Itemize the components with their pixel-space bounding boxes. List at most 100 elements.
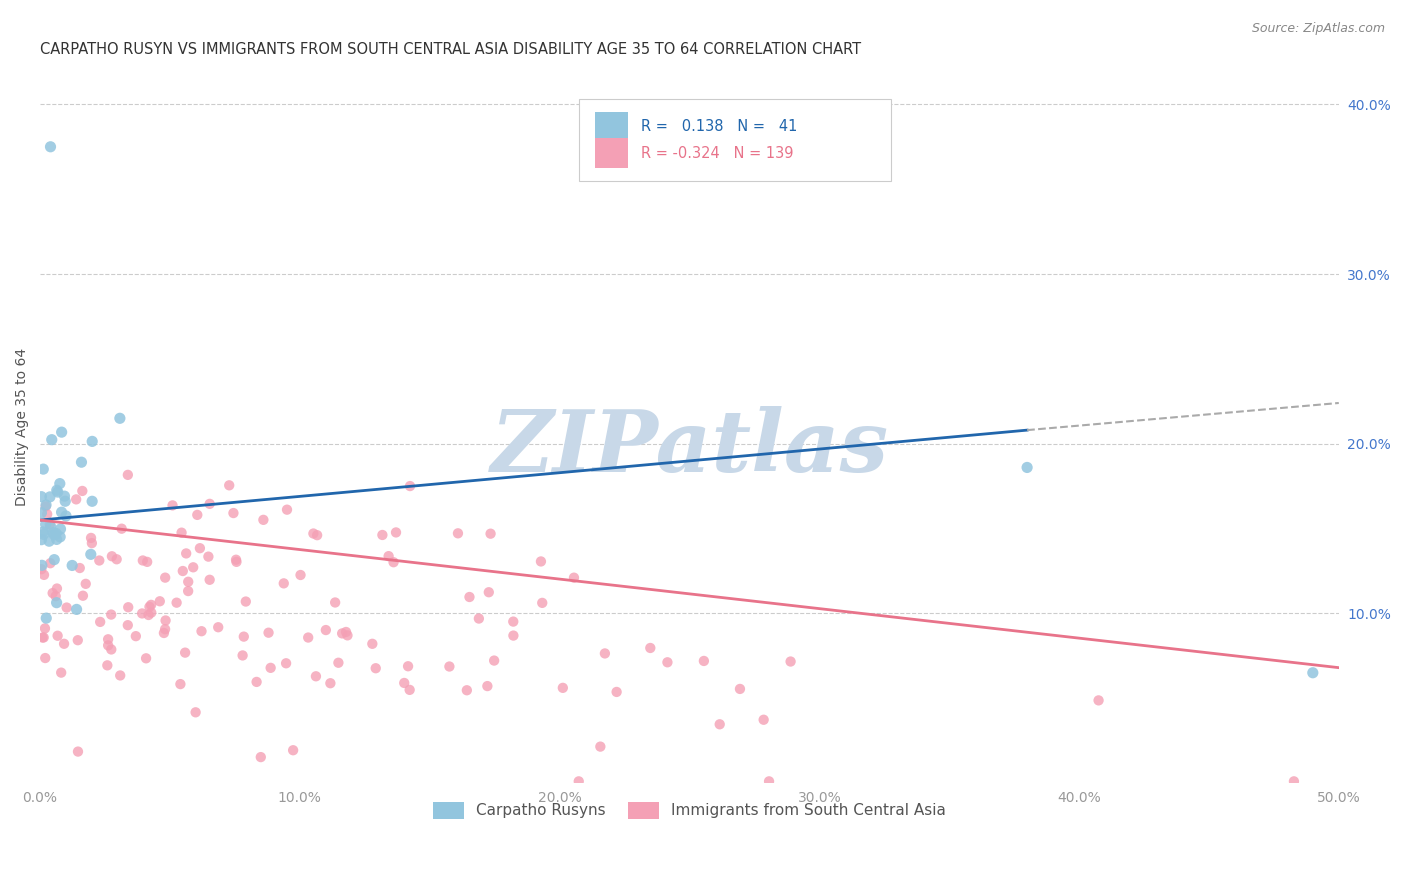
Point [38, 517, 60, 532]
Point [45, 533, 67, 547]
Point [276, 502, 298, 516]
Point [153, 571, 176, 585]
Point [709, 717, 731, 731]
Point [39, 140, 62, 154]
Point [37, 507, 59, 521]
Point [640, 640, 662, 655]
Point [30, 506, 52, 520]
Point [82, 494, 104, 508]
Point [281, 743, 304, 757]
Point [97, 632, 120, 647]
Point [468, 611, 491, 625]
Point [335, 625, 357, 640]
Point [45, 596, 67, 610]
Point [135, 651, 157, 665]
Point [305, 669, 328, 683]
Point [30, 490, 52, 504]
Point [149, 594, 172, 608]
Point [197, 549, 219, 564]
Point [188, 541, 211, 556]
Point [45, 589, 67, 603]
Point [117, 600, 139, 615]
Text: R = -0.324   N = 139: R = -0.324 N = 139 [641, 145, 794, 161]
Point [593, 647, 616, 661]
Point [132, 553, 155, 567]
Point [456, 683, 478, 698]
Point [72, 483, 94, 498]
Point [139, 598, 162, 612]
Point [31, 631, 53, 645]
Point [190, 624, 212, 639]
Point [394, 676, 416, 690]
Point [131, 607, 153, 621]
Point [53, 494, 76, 508]
Legend: Carpatho Rusyns, Immigrants from South Central Asia: Carpatho Rusyns, Immigrants from South C… [427, 796, 952, 825]
Point [458, 590, 481, 604]
Point [249, 750, 271, 764]
Point [198, 573, 221, 587]
Point [530, 554, 553, 568]
Point [396, 659, 419, 673]
Point [172, 564, 194, 578]
Point [53, 489, 76, 503]
Point [323, 595, 346, 609]
Point [34, 517, 56, 532]
Point [101, 549, 124, 564]
Point [35, 500, 58, 514]
Point [136, 555, 159, 569]
Text: Source: ZipAtlas.com: Source: ZipAtlas.com [1251, 22, 1385, 36]
Point [377, 549, 399, 563]
Point [39, 556, 62, 570]
Point [779, 655, 801, 669]
Point [117, 618, 139, 632]
Point [274, 657, 297, 671]
Point [257, 625, 280, 640]
Point [35, 498, 58, 512]
Point [1017, 460, 1039, 475]
Point [60, 558, 83, 573]
Point [290, 568, 312, 582]
Point [155, 614, 177, 628]
Text: CARPATHO RUSYN VS IMMIGRANTS FROM SOUTH CENTRAL ASIA DISABILITY AGE 35 TO 64 COR: CARPATHO RUSYN VS IMMIGRANTS FROM SOUTH … [41, 42, 862, 57]
Point [589, 739, 612, 754]
Point [1302, 665, 1324, 680]
Point [55, 600, 77, 615]
Point [447, 526, 470, 541]
Point [225, 553, 247, 567]
Point [97, 639, 120, 653]
Point [138, 599, 160, 614]
Point [80, 531, 103, 545]
Point [330, 626, 353, 640]
Point [51, 425, 73, 439]
Point [177, 574, 200, 589]
Point [45, 526, 67, 541]
Point [252, 513, 274, 527]
Point [170, 525, 193, 540]
Point [49, 522, 72, 536]
Point [41, 433, 63, 447]
Point [482, 654, 505, 668]
Point [752, 713, 775, 727]
Point [319, 676, 342, 690]
Point [477, 679, 499, 693]
Point [89, 615, 111, 629]
Point [222, 506, 245, 520]
Point [162, 499, 184, 513]
Point [728, 681, 751, 696]
Point [235, 594, 257, 608]
Point [218, 478, 240, 492]
Point [96, 658, 118, 673]
Point [606, 685, 628, 699]
Point [1282, 774, 1305, 789]
Point [336, 628, 359, 642]
Point [108, 668, 131, 682]
Point [100, 607, 122, 622]
Point [297, 631, 319, 645]
Point [39, 519, 62, 533]
Point [49, 476, 72, 491]
Point [273, 576, 295, 591]
Point [259, 661, 281, 675]
Point [198, 497, 221, 511]
Point [111, 522, 134, 536]
Point [125, 629, 148, 643]
